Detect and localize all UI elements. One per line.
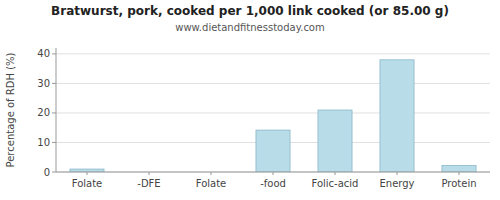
y-tick-label: 40 — [37, 48, 50, 59]
y-tick — [52, 172, 56, 173]
x-tick-label: Energy — [379, 178, 414, 189]
chart-svg: Bratwurst, pork, cooked per 1,000 link c… — [0, 0, 500, 200]
chart-container: Bratwurst, pork, cooked per 1,000 link c… — [0, 0, 500, 200]
y-tick-label: 30 — [37, 78, 50, 89]
x-tick — [397, 172, 398, 175]
y-tick-label: 20 — [37, 107, 50, 118]
grid-line — [56, 112, 490, 113]
x-tick — [87, 172, 88, 175]
title: Bratwurst, pork, cooked per 1,000 link c… — [51, 4, 449, 18]
y-tick — [52, 112, 56, 113]
grid-line — [56, 83, 490, 84]
x-tick-label: Folate — [72, 178, 103, 189]
y-axis-label: Percentage of RDH (%) — [5, 52, 16, 167]
grid — [56, 54, 490, 172]
y-tick-label: 0 — [44, 167, 50, 178]
y-tick — [52, 142, 56, 143]
x-tick — [149, 172, 150, 175]
bar — [318, 110, 352, 172]
bar — [442, 166, 476, 172]
y-tick-label: 10 — [37, 137, 50, 148]
x-tick-label: Protein — [441, 178, 476, 189]
x-tick-label: -DFE — [137, 178, 160, 189]
x-tick-label: Folic-acid — [312, 178, 359, 189]
y-axis-line — [56, 48, 57, 172]
y-tick — [52, 83, 56, 84]
y-tick — [52, 53, 56, 54]
x-tick — [273, 172, 274, 175]
x-tick — [459, 172, 460, 175]
bar — [380, 60, 414, 172]
bars — [70, 60, 476, 172]
x-tick — [211, 172, 212, 175]
x-tick — [335, 172, 336, 175]
subtitle: www.dietandfitnesstoday.com — [175, 22, 324, 33]
x-tick-label: Folate — [196, 178, 227, 189]
grid-line — [56, 53, 490, 54]
bar — [256, 130, 290, 172]
x-tick-label: -food — [260, 178, 286, 189]
